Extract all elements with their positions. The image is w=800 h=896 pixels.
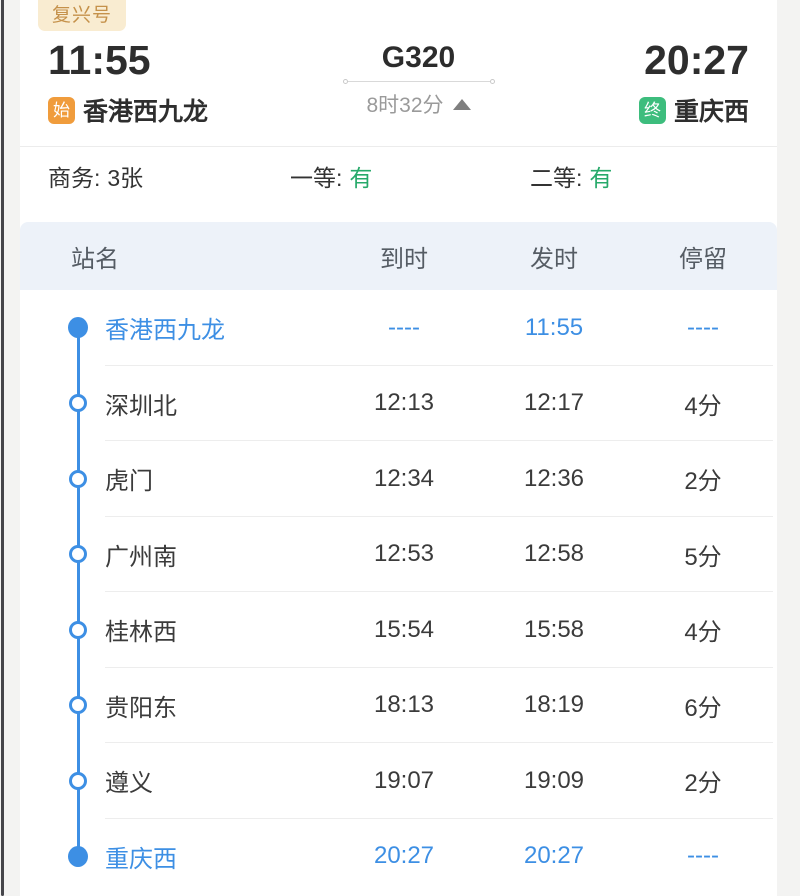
station-row: 香港西九龙 ---- 11:55 ----: [20, 290, 777, 366]
stop-duration-cell: ----: [687, 313, 719, 341]
stop-duration-cell: 6分: [684, 694, 722, 722]
departure-time: 11:55: [48, 37, 151, 83]
train-route-block: G320 8时32分: [288, 37, 549, 119]
station-name: 桂林西: [105, 619, 177, 647]
station-name: 重庆西: [105, 845, 177, 873]
station-dot-icon: [69, 545, 87, 564]
stop-duration-cell: 2分: [684, 770, 722, 798]
terminal-badge: 终: [638, 96, 666, 124]
timeline-segment: [76, 403, 80, 441]
timeline-segment: [76, 780, 80, 819]
station-row: 贵阳东 18:13 18:19 6分: [20, 667, 777, 743]
arrival-time: 20:27: [644, 37, 749, 83]
timeline-segment: [76, 705, 80, 743]
seat-class-label: 二等:: [530, 165, 583, 191]
seat-availability-value: 3张: [107, 165, 144, 191]
screen-left-edge: [1, 0, 4, 896]
seat-second-class: 二等: 有: [530, 159, 612, 193]
column-header-departure: 发时: [530, 245, 578, 273]
station-name: 贵阳东: [105, 694, 177, 722]
seat-availability-value: 有: [349, 165, 373, 191]
stop-duration-cell: 2分: [684, 468, 722, 496]
seat-class-label: 一等:: [290, 165, 343, 191]
timetable-header: 站名 到时 发时 停留: [20, 222, 777, 290]
departure-time-cell: 20:27: [523, 842, 585, 870]
arrival-block: 20:27 终 重庆西: [549, 37, 749, 128]
seat-class-label: 商务:: [48, 165, 101, 191]
train-type-badge[interactable]: 复兴号: [38, 0, 127, 31]
timeline-segment: [76, 818, 80, 857]
route-line-icon: [342, 79, 495, 84]
station-dot-icon: [69, 394, 87, 413]
station-row: 广州南 12:53 12:58 5分: [20, 516, 777, 592]
departure-time-cell: 12:17: [523, 389, 585, 417]
column-header-station: 站名: [71, 245, 119, 273]
column-header-arrival: 到时: [380, 245, 428, 273]
seat-first-class: 一等: 有: [290, 159, 530, 193]
station-name: 香港西九龙: [105, 317, 225, 345]
seat-business: 商务: 3张: [48, 159, 290, 193]
stop-duration-cell: 4分: [684, 392, 722, 420]
duration-text: 8时32分: [366, 94, 444, 117]
departure-time-cell: 12:58: [523, 540, 585, 568]
station-name: 深圳北: [105, 392, 177, 420]
train-summary-header: 复兴号 11:55 始 香港西九龙 G320 8时32分: [20, 0, 777, 146]
arrival-time-cell: ----: [388, 313, 420, 341]
station-dot-icon: [69, 696, 87, 715]
arrival-time-cell: 12:13: [373, 389, 435, 417]
collapse-arrow-icon: [452, 98, 471, 110]
station-dot-icon: [68, 845, 88, 867]
arrival-time-cell: 12:53: [373, 540, 435, 568]
station-row: 深圳北 12:13 12:17 4分: [20, 365, 777, 441]
station-name: 遵义: [105, 770, 153, 798]
arrival-time-cell: 20:27: [373, 842, 435, 870]
station-name: 广州南: [105, 543, 177, 571]
arrival-time-cell: 19:07: [373, 766, 435, 794]
stop-duration-cell: 4分: [684, 619, 722, 647]
arrival-time-cell: 12:34: [373, 464, 435, 492]
timeline-segment: [76, 743, 80, 781]
station-dot-icon: [68, 317, 88, 339]
origin-badge: 始: [48, 96, 75, 124]
departure-block: 11:55 始 香港西九龙: [48, 37, 288, 128]
arrival-time-cell: 15:54: [373, 615, 435, 643]
station-row: 虎门 12:34 12:36 2分: [20, 441, 777, 517]
train-detail-card: 复兴号 11:55 始 香港西九龙 G320 8时32分: [20, 0, 777, 896]
timeline-segment: [76, 478, 80, 517]
timeline-segment: [76, 327, 80, 366]
timeline-segment: [76, 554, 80, 592]
departure-time-cell: 15:58: [523, 615, 585, 643]
seat-availability-value: 有: [589, 165, 613, 191]
station-row: 重庆西 20:27 20:27 ----: [20, 818, 777, 895]
timetable-body: 香港西九龙 ---- 11:55 ---- 深圳北 12:13 12:17 4分…: [20, 290, 777, 894]
stop-duration-cell: ----: [687, 842, 719, 870]
departure-time-cell: 19:09: [523, 766, 585, 794]
departure-time-cell: 12:36: [523, 464, 585, 492]
arrival-time-cell: 18:13: [373, 691, 435, 719]
timeline-segment: [76, 516, 80, 555]
timeline-segment: [76, 441, 80, 479]
departure-time-cell: 18:19: [523, 691, 585, 719]
column-header-stop: 停留: [679, 245, 727, 273]
timeline-segment: [76, 365, 80, 404]
origin-station: 香港西九龙: [83, 98, 209, 126]
timeline-segment: [76, 592, 80, 630]
duration-toggle[interactable]: 8时32分: [366, 89, 471, 119]
terminal-station: 重庆西: [673, 98, 749, 126]
train-number: G320: [381, 41, 456, 74]
timeline-segment: [76, 629, 80, 668]
station-row: 桂林西 15:54 15:58 4分: [20, 592, 777, 668]
station-row: 遵义 19:07 19:09 2分: [20, 743, 777, 819]
station-dot-icon: [69, 469, 87, 488]
timeline-segment: [76, 667, 80, 706]
stop-duration-cell: 5分: [684, 543, 722, 571]
departure-time-cell: 11:55: [524, 313, 584, 341]
station-name: 虎门: [105, 468, 153, 496]
station-dot-icon: [69, 771, 87, 790]
station-dot-icon: [69, 620, 87, 639]
seat-availability-row: 商务: 3张 一等: 有 二等: 有: [20, 146, 777, 205]
